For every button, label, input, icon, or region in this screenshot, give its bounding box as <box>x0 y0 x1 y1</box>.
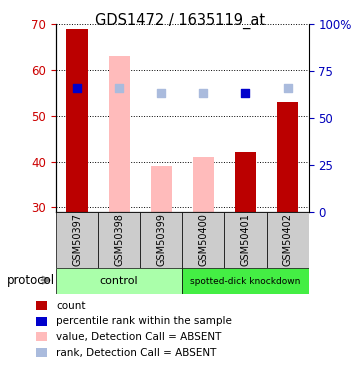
Bar <box>66 29 87 212</box>
Text: rank, Detection Call = ABSENT: rank, Detection Call = ABSENT <box>56 348 216 358</box>
Bar <box>225 212 266 268</box>
Bar <box>182 212 225 268</box>
Bar <box>98 212 140 268</box>
Bar <box>56 268 182 294</box>
Point <box>158 90 164 96</box>
Bar <box>151 166 172 212</box>
Text: GSM50400: GSM50400 <box>198 214 208 267</box>
Text: GSM50397: GSM50397 <box>72 213 82 267</box>
Text: GSM50402: GSM50402 <box>283 213 293 267</box>
Text: GDS1472 / 1635119_at: GDS1472 / 1635119_at <box>95 13 266 29</box>
Point <box>285 86 291 92</box>
Point <box>200 90 206 96</box>
Bar <box>109 56 130 212</box>
Text: value, Detection Call = ABSENT: value, Detection Call = ABSENT <box>56 332 221 342</box>
Text: GSM50401: GSM50401 <box>240 214 251 267</box>
Text: percentile rank within the sample: percentile rank within the sample <box>56 316 232 326</box>
Text: count: count <box>56 301 86 310</box>
Text: protocol: protocol <box>7 274 55 287</box>
Bar <box>56 212 98 268</box>
Bar <box>266 212 309 268</box>
Bar <box>140 212 182 268</box>
Point <box>116 86 122 92</box>
Text: GSM50399: GSM50399 <box>156 214 166 267</box>
Text: GSM50398: GSM50398 <box>114 214 124 267</box>
Point <box>243 90 248 96</box>
Bar <box>182 268 309 294</box>
Bar <box>277 102 298 212</box>
Text: spotted-dick knockdown: spotted-dick knockdown <box>190 277 301 286</box>
Text: control: control <box>100 276 138 286</box>
Point <box>74 86 80 92</box>
Bar <box>193 157 214 212</box>
Bar <box>235 152 256 212</box>
